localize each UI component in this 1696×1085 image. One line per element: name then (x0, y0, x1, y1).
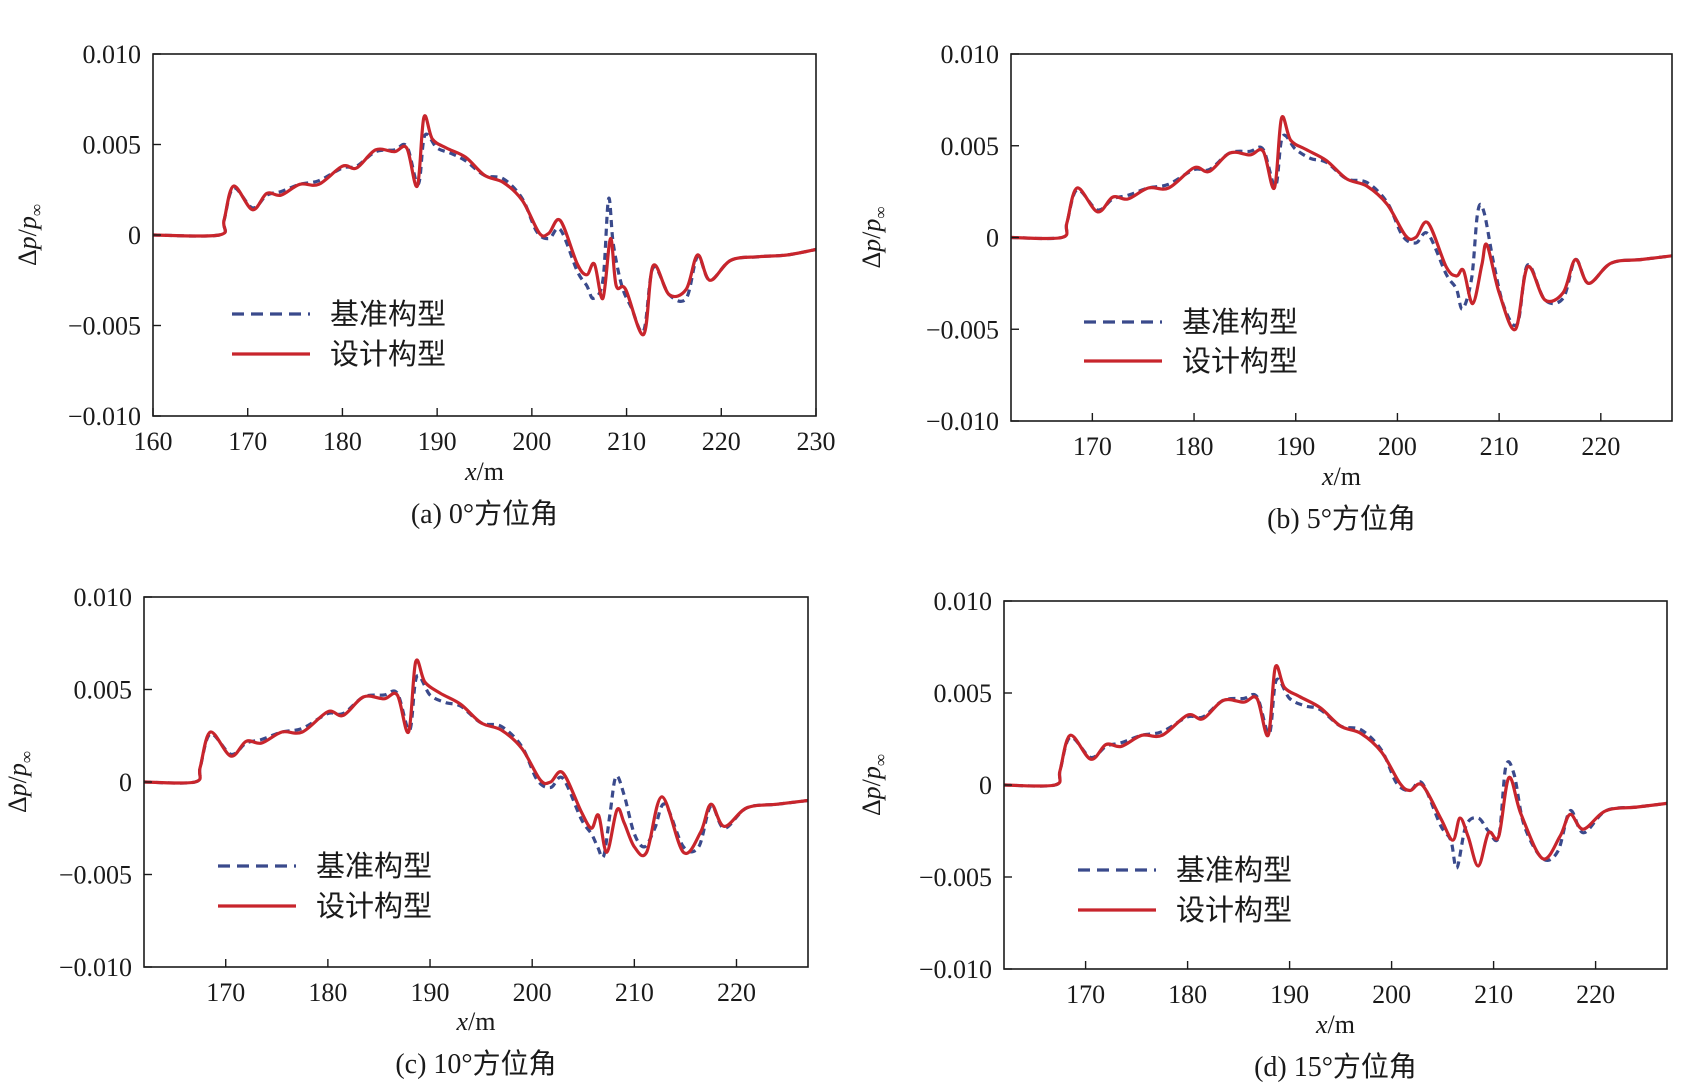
y-tick-label: 0.010 (83, 40, 142, 69)
y-tick-label: 0.010 (934, 587, 993, 616)
x-tick-label: 210 (607, 427, 646, 456)
legend-label-baseline: 基准构型 (1182, 306, 1298, 339)
y-tick-label: −0.005 (59, 861, 132, 890)
series-line-baseline (144, 673, 808, 859)
x-tick-label: 180 (323, 427, 362, 456)
chart-panel-1: 160 170 180 190 200 210 220 230 −0.010 −0.005 0 0.0… (13, 40, 836, 530)
x-tick-label: 200 (513, 978, 552, 1007)
chart-panel-2: 170 180 190 200 210 220 −0.010 −0.005 0 0.005 0.01… (857, 40, 1673, 535)
y-tick-label: 0.005 (941, 132, 1000, 161)
y-tick-label: 0 (128, 221, 141, 250)
chart-panel-3: 170 180 190 200 210 220 −0.010 −0.005 0 0.005 0.01… (3, 583, 809, 1080)
x-tick-label: 210 (1474, 980, 1513, 1009)
y-tick-label: −0.010 (68, 402, 141, 431)
panel-caption: (d) 15°方位角 (1254, 1051, 1417, 1083)
y-tick-label: −0.010 (919, 955, 992, 984)
x-tick-label: 170 (1073, 432, 1112, 461)
x-tick-label: 190 (1270, 980, 1309, 1009)
y-tick-label: −0.005 (926, 315, 999, 344)
series-line-baseline (1011, 133, 1672, 328)
y-tick-label: 0.010 (74, 583, 133, 612)
legend-label-design: 设计构型 (1176, 894, 1292, 927)
chart-panel-4: 170 180 190 200 210 220 −0.010 −0.005 0 0.005 0.01… (857, 587, 1668, 1083)
x-tick-label: 200 (1378, 432, 1417, 461)
panel-caption: (c) 10°方位角 (395, 1048, 556, 1080)
x-tick-label: 220 (1581, 432, 1620, 461)
x-tick-label: 180 (1168, 980, 1207, 1009)
y-axis-title: Δp/p∞ (13, 204, 46, 266)
y-tick-label: 0.005 (74, 676, 133, 705)
y-tick-label: −0.010 (926, 407, 999, 436)
y-tick-label: −0.010 (59, 953, 132, 982)
x-tick-label: 220 (702, 427, 741, 456)
series-line-baseline (1004, 677, 1667, 870)
y-tick-label: 0 (119, 768, 132, 797)
x-tick-label: 230 (797, 427, 836, 456)
x-tick-label: 190 (418, 427, 457, 456)
legend-label-design: 设计构型 (330, 338, 446, 371)
x-tick-label: 200 (1372, 980, 1411, 1009)
x-tick-label: 160 (134, 427, 173, 456)
legend-label-design: 设计构型 (1182, 345, 1298, 378)
y-tick-label: −0.005 (68, 312, 141, 341)
x-tick-label: 170 (1066, 980, 1105, 1009)
legend-label-baseline: 基准构型 (316, 850, 432, 883)
x-tick-label: 180 (1175, 432, 1214, 461)
series-line-design (1011, 115, 1672, 332)
panel-caption: (b) 5°方位角 (1267, 503, 1416, 535)
legend-label-design: 设计构型 (316, 890, 432, 923)
plot-frame (152, 53, 817, 417)
plot-frame (1010, 53, 1673, 422)
y-axis-title: Δp/p∞ (3, 751, 36, 813)
y-axis-title: Δp/p∞ (857, 754, 890, 816)
series-line-baseline (153, 132, 816, 334)
y-tick-label: 0 (979, 771, 992, 800)
legend-label-baseline: 基准构型 (1176, 854, 1292, 887)
x-axis-title: x/m (1315, 1010, 1355, 1039)
y-tick-label: 0 (986, 224, 999, 253)
x-tick-label: 190 (1276, 432, 1315, 461)
y-tick-label: 0.005 (934, 679, 993, 708)
series-line-design (144, 658, 808, 858)
legend-label-baseline: 基准构型 (330, 298, 446, 331)
y-tick-label: −0.005 (919, 863, 992, 892)
panel-caption: (a) 0°方位角 (411, 498, 558, 530)
x-axis-title: x/m (464, 457, 504, 486)
x-tick-label: 180 (308, 978, 347, 1007)
x-tick-label: 210 (615, 978, 654, 1007)
y-axis-title: Δp/p∞ (857, 206, 890, 268)
y-tick-label: 0.010 (941, 40, 1000, 69)
x-tick-label: 220 (717, 978, 756, 1007)
x-tick-label: 210 (1480, 432, 1519, 461)
x-tick-label: 190 (411, 978, 450, 1007)
x-tick-label: 220 (1576, 980, 1615, 1009)
series-line-design (153, 114, 816, 337)
plot-frame (143, 596, 809, 968)
x-tick-label: 200 (512, 427, 551, 456)
x-axis-title: x/m (456, 1007, 496, 1036)
x-tick-label: 170 (206, 978, 245, 1007)
plot-frame (1003, 600, 1668, 970)
series-line-design (1004, 664, 1667, 868)
x-axis-title: x/m (1321, 462, 1361, 491)
y-tick-label: 0.005 (83, 131, 142, 160)
x-tick-label: 170 (228, 427, 267, 456)
